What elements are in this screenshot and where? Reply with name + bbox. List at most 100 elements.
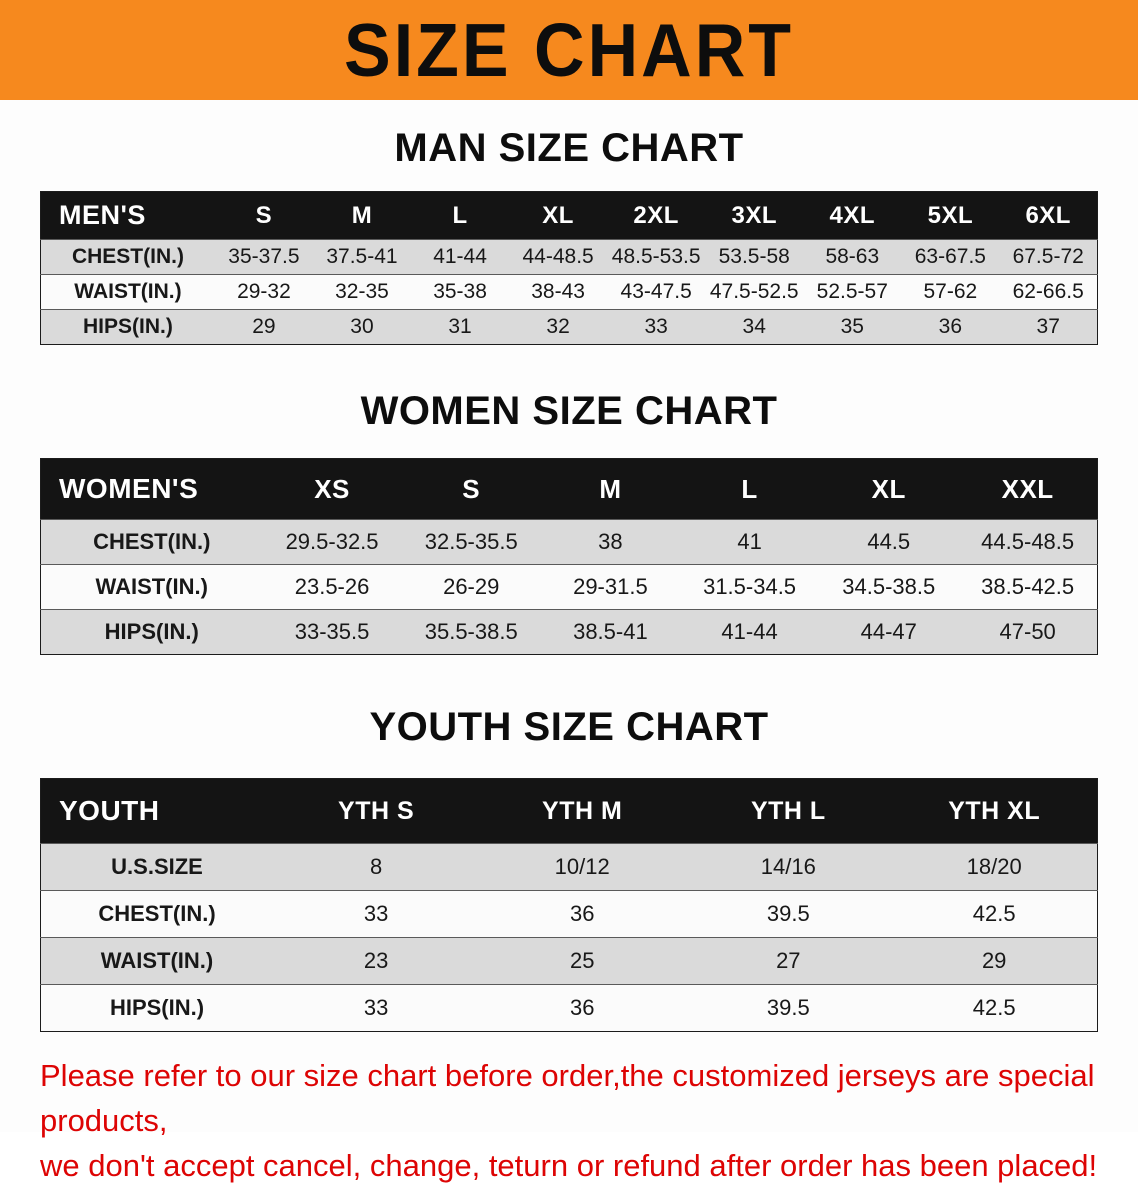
size-value-cell: 44-48.5 [509,239,608,275]
youth-section-heading: YOUTH SIZE CHART [369,705,769,749]
size-value-cell: 14/16 [685,843,892,891]
size-value-cell: 48.5-53.5 [607,239,706,275]
size-value-cell: 35-38 [411,274,510,310]
row-label: CHEST(IN.) [40,519,263,565]
table-title-cell: YOUTH [59,795,160,826]
men-section-heading: MAN SIZE CHART [394,126,744,170]
size-value-cell: 38-43 [509,274,608,310]
size-column-header: XL [871,473,906,504]
size-value-cell: 29 [891,937,1098,985]
youth-size-table: YOUTH YTH S YTH M YTH L YTH XL U.S.SIZE 8 10/12… [40,778,1098,1032]
size-value-cell: 35-37.5 [214,239,313,275]
table-header-row: YOUTH YTH S YTH M YTH L YTH XL [40,778,1098,844]
size-column-header: L [741,473,758,504]
size-value-cell: 44-47 [819,609,959,655]
size-value-cell: 31 [411,309,510,345]
women-size-section: WOMEN SIZE CHART WOMEN'S XS S M L XL XXL CHEST(… [0,389,1138,655]
size-value-cell: 53.5-58 [705,239,804,275]
size-value-cell: 23.5-26 [262,564,402,610]
size-value-cell: 63-67.5 [901,239,1000,275]
row-label: HIPS(IN.) [40,609,263,655]
size-column-header: S [255,201,273,229]
men-size-section: MAN SIZE CHART MEN'S S M L XL 2XL 3XL 4XL 5XL 6XL… [0,126,1138,345]
women-section-heading: WOMEN SIZE CHART [360,389,778,433]
table-title-cell: MEN'S [59,200,146,230]
size-value-cell: 33 [273,890,480,938]
size-value-cell: 23 [273,937,480,985]
size-column-header: XXL [1001,473,1054,504]
size-value-cell: 25 [479,937,686,985]
size-value-cell: 34 [705,309,804,345]
size-value-cell: 67.5-72 [999,239,1098,275]
size-value-cell: 41 [679,519,820,565]
size-value-cell: 31.5-34.5 [679,564,820,610]
banner-title: SIZE CHART [344,7,794,93]
table-row: WAIST(IN.) 29-32 32-35 35-38 38-43 43-47.5 47.… [40,274,1098,310]
size-value-cell: 38.5-41 [540,609,680,655]
size-value-cell: 10/12 [479,843,686,891]
size-value-cell: 29.5-32.5 [262,519,402,565]
size-value-cell: 39.5 [685,890,892,938]
table-header-row: MEN'S S M L XL 2XL 3XL 4XL 5XL 6XL [40,191,1098,240]
size-value-cell: 39.5 [685,984,892,1032]
size-column-header: 5XL [927,201,974,229]
table-row: CHEST(IN.) 29.5-32.5 32.5-35.5 38 41 44.5 44.5… [40,519,1098,565]
size-value-cell: 47.5-52.5 [705,274,804,310]
size-value-cell: 34.5-38.5 [819,564,959,610]
table-row: WAIST(IN.) 23.5-26 26-29 29-31.5 31.5-34.5 34… [40,564,1098,610]
size-value-cell: 35.5-38.5 [401,609,541,655]
size-value-cell: 29-31.5 [540,564,680,610]
size-value-cell: 44.5 [819,519,959,565]
size-column-header: YTH M [542,796,623,825]
row-label: HIPS(IN.) [40,309,215,345]
size-value-cell: 42.5 [891,890,1098,938]
size-value-cell: 33 [607,309,706,345]
size-value-cell: 41-44 [411,239,510,275]
size-column-header: YTH XL [948,796,1041,825]
table-row: HIPS(IN.) 33 36 39.5 42.5 [40,984,1098,1032]
size-column-header: M [351,201,373,229]
size-value-cell: 38 [540,519,680,565]
disclaimer-line-1: Please refer to our size chart before or… [40,1058,1095,1138]
size-column-header: 2XL [633,201,679,229]
row-label: WAIST(IN.) [40,274,215,310]
size-column-header: YTH S [338,796,415,825]
row-label: CHEST(IN.) [40,239,215,275]
size-value-cell: 26-29 [401,564,541,610]
size-value-cell: 36 [479,890,686,938]
size-value-cell: 58-63 [803,239,902,275]
size-value-cell: 62-66.5 [999,274,1098,310]
size-value-cell: 36 [901,309,1000,345]
size-value-cell: 36 [479,984,686,1032]
row-label: WAIST(IN.) [40,564,263,610]
size-column-header: L [452,201,468,229]
size-column-header: M [599,473,622,504]
size-value-cell: 42.5 [891,984,1098,1032]
row-label: HIPS(IN.) [40,984,274,1032]
table-row: U.S.SIZE 8 10/12 14/16 18/20 [40,843,1098,891]
youth-size-section: YOUTH SIZE CHART YOUTH YTH S YTH M YTH L YTH… [0,705,1138,1032]
size-chart-banner: SIZE CHART [0,0,1138,100]
table-title-cell: WOMEN'S [59,473,199,504]
size-value-cell: 8 [273,843,480,891]
size-value-cell: 32.5-35.5 [401,519,541,565]
size-column-header: 4XL [829,201,876,229]
size-value-cell: 35 [803,309,902,345]
row-label: CHEST(IN.) [40,890,274,938]
size-value-cell: 47-50 [958,609,1098,655]
size-value-cell: 29-32 [214,274,313,310]
size-value-cell: 44.5-48.5 [958,519,1098,565]
size-column-header: 6XL [1025,201,1071,229]
size-value-cell: 30 [312,309,412,345]
size-column-header: 3XL [731,201,777,229]
size-value-cell: 57-62 [901,274,1000,310]
table-header-row: WOMEN'S XS S M L XL XXL [40,458,1098,520]
order-disclaimer: Please refer to our size chart before or… [40,1054,1100,1189]
size-value-cell: 37 [999,309,1098,345]
size-column-header: XL [542,201,574,229]
size-column-header: S [462,473,481,504]
size-value-cell: 37.5-41 [312,239,412,275]
table-row: CHEST(IN.) 33 36 39.5 42.5 [40,890,1098,938]
row-label: WAIST(IN.) [40,937,274,985]
